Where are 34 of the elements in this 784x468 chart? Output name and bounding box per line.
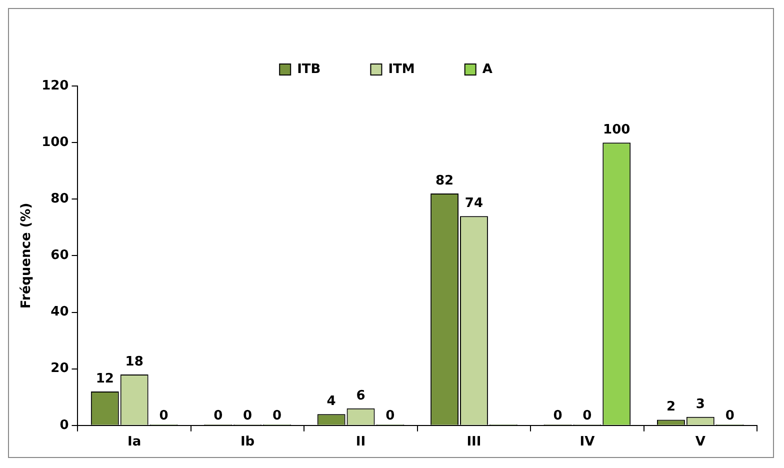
legend-label: ITB — [297, 62, 321, 77]
data-label: 0 — [159, 408, 168, 424]
data-label: 4 — [326, 394, 336, 409]
y-tick-label: 40 — [50, 304, 69, 320]
data-label: 12 — [96, 371, 114, 386]
y-tick-label: 80 — [50, 192, 69, 207]
y-tick-label: 60 — [50, 248, 69, 264]
legend-label: A — [482, 62, 492, 77]
y-tick-label: 0 — [60, 418, 69, 433]
data-label: 0 — [725, 408, 734, 424]
x-tick-label: V — [695, 434, 706, 450]
y-tick-label: 120 — [42, 78, 69, 94]
y-tick-label: 20 — [50, 361, 69, 376]
data-label: 0 — [582, 408, 592, 424]
data-label: 0 — [214, 408, 223, 424]
x-tick-label: II — [356, 434, 366, 450]
legend-label: ITM — [388, 62, 415, 77]
data-label: 18 — [125, 354, 144, 370]
x-tick-label: Ib — [240, 434, 255, 450]
data-label: 3 — [696, 396, 705, 412]
data-label: 0 — [386, 408, 395, 424]
data-label: 100 — [603, 122, 630, 138]
x-tick-label: Ia — [128, 434, 142, 450]
data-label: 82 — [435, 173, 454, 188]
x-tick-label: IV — [580, 434, 595, 450]
data-label: 0 — [272, 408, 282, 424]
data-label: 2 — [666, 400, 676, 415]
data-label: 0 — [553, 408, 562, 424]
data-label: 6 — [356, 388, 366, 404]
y-axis-title: Fréquence (%) — [19, 202, 34, 309]
x-tick-label: III — [466, 434, 482, 450]
data-label: 0 — [243, 408, 252, 424]
data-label: 74 — [464, 196, 484, 211]
y-tick-label: 100 — [42, 134, 69, 150]
